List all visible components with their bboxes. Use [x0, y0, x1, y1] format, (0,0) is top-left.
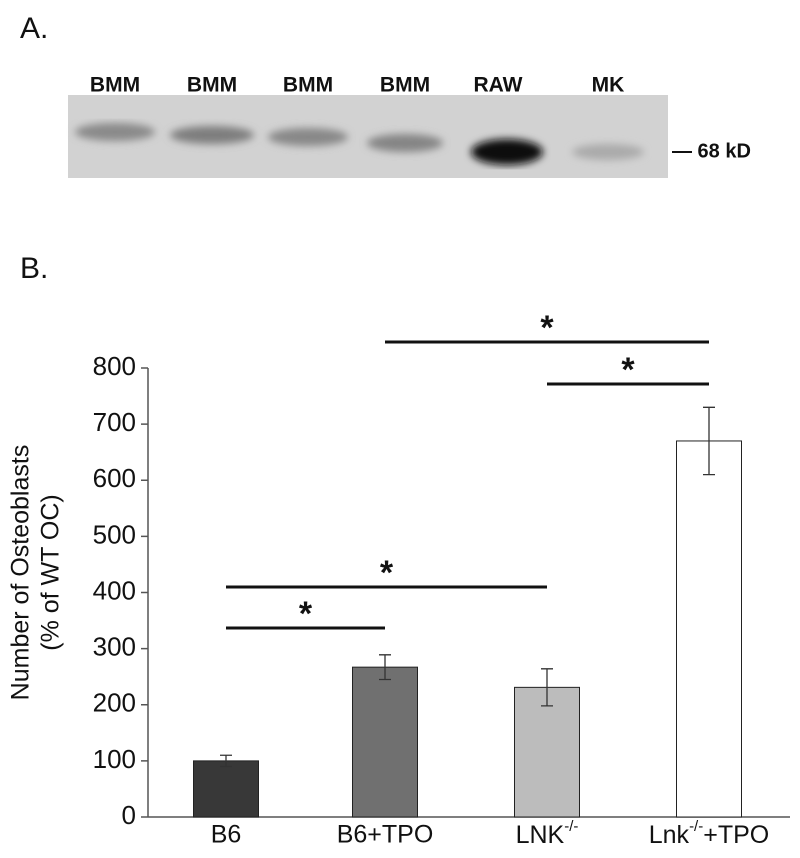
band — [75, 123, 155, 141]
band — [471, 139, 543, 165]
panel-label: B. — [20, 252, 48, 285]
significance-label: * — [299, 595, 313, 633]
blot-membrane — [68, 95, 668, 178]
y-axis-label: (% of WT OC) — [37, 494, 65, 650]
y-tick-label: 700 — [93, 407, 136, 437]
x-tick-label: LNK-/- — [516, 818, 579, 849]
error-bar — [220, 754, 232, 768]
error-bar — [703, 406, 715, 476]
bar — [352, 666, 418, 818]
significance-label: * — [621, 351, 635, 389]
bar — [193, 760, 259, 818]
lane-labels: BMM BMM BMM BMM RAW MK — [90, 74, 624, 97]
x-tick-label: B6 — [211, 821, 242, 849]
lane-label: BMM — [380, 74, 430, 97]
blot-bands — [75, 123, 644, 165]
bar — [676, 440, 742, 818]
lane-label: BMM — [90, 74, 140, 97]
error-bar — [379, 654, 391, 681]
x-tick-label: B6+TPO — [337, 821, 434, 849]
lane-label: MK — [592, 74, 625, 97]
band — [268, 128, 348, 146]
band — [367, 134, 443, 152]
lane-label: BMM — [283, 74, 333, 97]
y-tick-label: 100 — [93, 744, 136, 774]
error-bar — [541, 668, 553, 707]
band — [170, 126, 254, 144]
y-tick-label: 200 — [93, 688, 136, 718]
y-tick-label: 800 — [93, 351, 136, 381]
x-tick-label: Lnk-/-+TPO — [649, 818, 769, 849]
marker-label: — 68 kD — [672, 140, 751, 162]
lane-label: BMM — [187, 74, 237, 97]
panel-label: A. — [20, 12, 48, 45]
y-tick-label: 500 — [93, 519, 136, 549]
band — [572, 144, 644, 160]
lane-label: RAW — [474, 74, 523, 97]
y-tick-label: 400 — [93, 575, 136, 605]
y-tick-label: 300 — [93, 632, 136, 662]
bar — [514, 686, 580, 818]
significance-label: * — [540, 309, 554, 347]
bar-chart: 0 100 200 300 400 500 600 700 800 Number of Osteo… — [7, 309, 790, 849]
y-tick-label: 0 — [122, 800, 136, 830]
significance-label: * — [380, 554, 394, 592]
y-tick-label: 600 — [93, 463, 136, 493]
y-axis-label: Number of Osteoblasts — [7, 445, 35, 701]
